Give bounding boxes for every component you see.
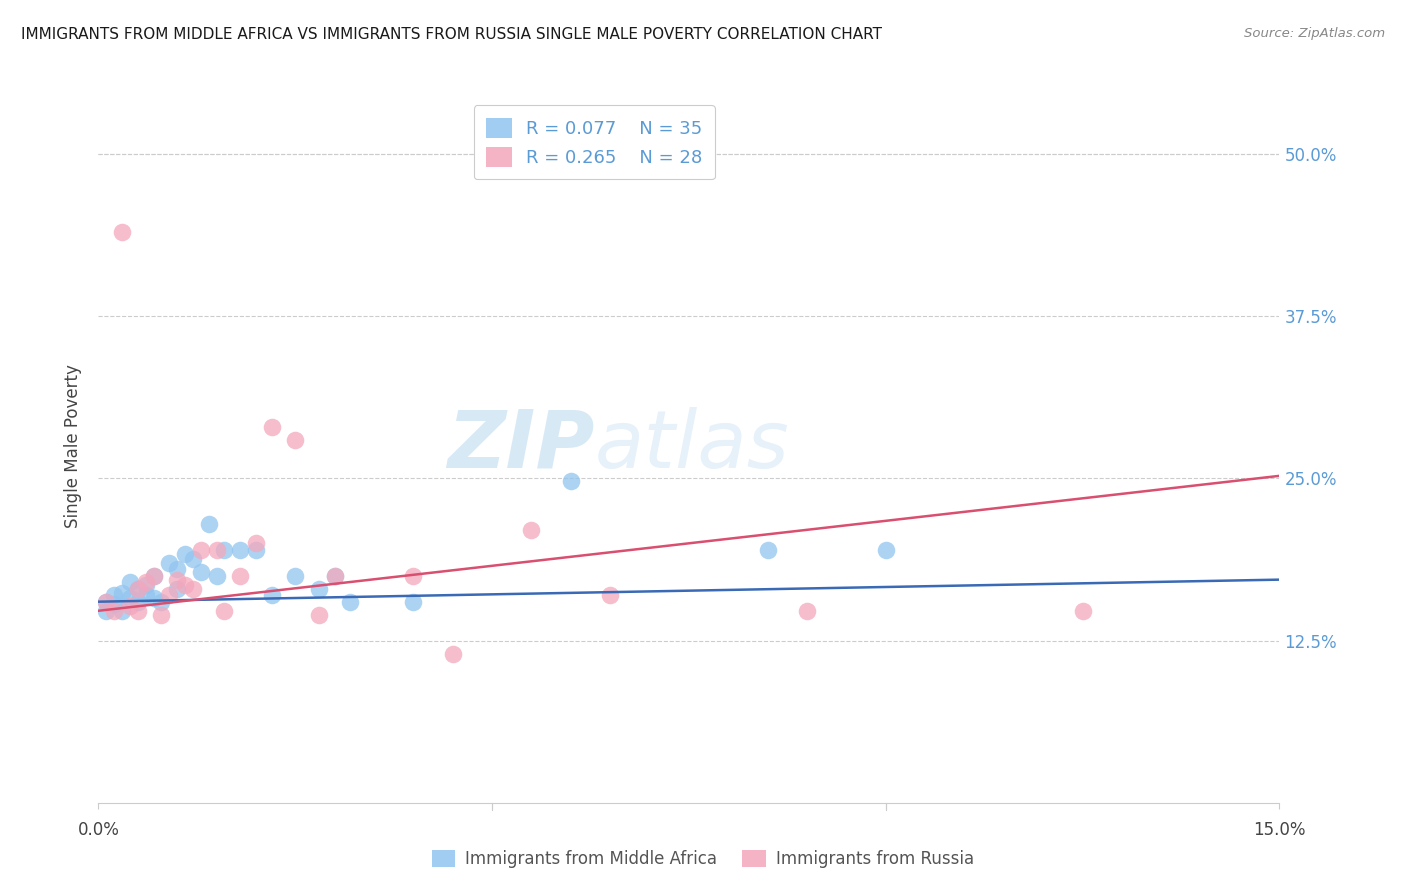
Point <box>284 433 307 447</box>
Point <box>174 547 197 561</box>
Point <box>229 568 252 582</box>
Point <box>181 552 204 566</box>
Point <box>135 588 157 602</box>
Point <box>875 542 897 557</box>
Point <box>111 225 134 239</box>
Point <box>157 556 180 570</box>
Point <box>103 597 125 611</box>
Point <box>796 604 818 618</box>
Point <box>599 588 621 602</box>
Point <box>166 573 188 587</box>
Point <box>142 568 165 582</box>
Point <box>402 595 425 609</box>
Point <box>308 582 330 596</box>
Point <box>245 536 267 550</box>
Point <box>284 568 307 582</box>
Point <box>402 568 425 582</box>
Point <box>520 524 543 538</box>
Point <box>118 575 141 590</box>
Point <box>181 582 204 596</box>
Point <box>127 595 149 609</box>
Point <box>756 542 779 557</box>
Point <box>111 585 134 599</box>
Point <box>127 582 149 596</box>
Point <box>118 591 141 605</box>
Point <box>190 565 212 579</box>
Point <box>157 588 180 602</box>
Point <box>127 604 149 618</box>
Text: IMMIGRANTS FROM MIDDLE AFRICA VS IMMIGRANTS FROM RUSSIA SINGLE MALE POVERTY CORR: IMMIGRANTS FROM MIDDLE AFRICA VS IMMIGRA… <box>21 27 882 42</box>
Point <box>103 604 125 618</box>
Point <box>339 595 361 609</box>
Legend: R = 0.077    N = 35, R = 0.265    N = 28: R = 0.077 N = 35, R = 0.265 N = 28 <box>474 105 716 179</box>
Point <box>166 582 188 596</box>
Point <box>323 568 346 582</box>
Point <box>118 599 141 613</box>
Point <box>214 604 236 618</box>
Point <box>135 578 157 592</box>
Point <box>308 607 330 622</box>
Point <box>197 516 219 531</box>
Point <box>135 575 157 590</box>
Point <box>190 542 212 557</box>
Point <box>1071 604 1094 618</box>
Text: Source: ZipAtlas.com: Source: ZipAtlas.com <box>1244 27 1385 40</box>
Point <box>96 595 118 609</box>
Point <box>150 595 173 609</box>
Point <box>166 562 188 576</box>
Point <box>142 591 165 605</box>
Point <box>150 607 173 622</box>
Point <box>229 542 252 557</box>
Point <box>560 474 582 488</box>
Legend: Immigrants from Middle Africa, Immigrants from Russia: Immigrants from Middle Africa, Immigrant… <box>426 843 980 875</box>
Point <box>260 419 283 434</box>
Point <box>205 542 228 557</box>
Point <box>214 542 236 557</box>
Point <box>111 604 134 618</box>
Point <box>441 647 464 661</box>
Point <box>96 604 118 618</box>
Point <box>103 588 125 602</box>
Point <box>127 582 149 596</box>
Point <box>142 568 165 582</box>
Point <box>260 588 283 602</box>
Point <box>174 578 197 592</box>
Point <box>323 568 346 582</box>
Point <box>205 568 228 582</box>
Text: 15.0%: 15.0% <box>1253 821 1306 838</box>
Text: 0.0%: 0.0% <box>77 821 120 838</box>
Text: atlas: atlas <box>595 407 789 485</box>
Text: ZIP: ZIP <box>447 407 595 485</box>
Point <box>96 595 118 609</box>
Y-axis label: Single Male Poverty: Single Male Poverty <box>65 364 83 528</box>
Point <box>245 542 267 557</box>
